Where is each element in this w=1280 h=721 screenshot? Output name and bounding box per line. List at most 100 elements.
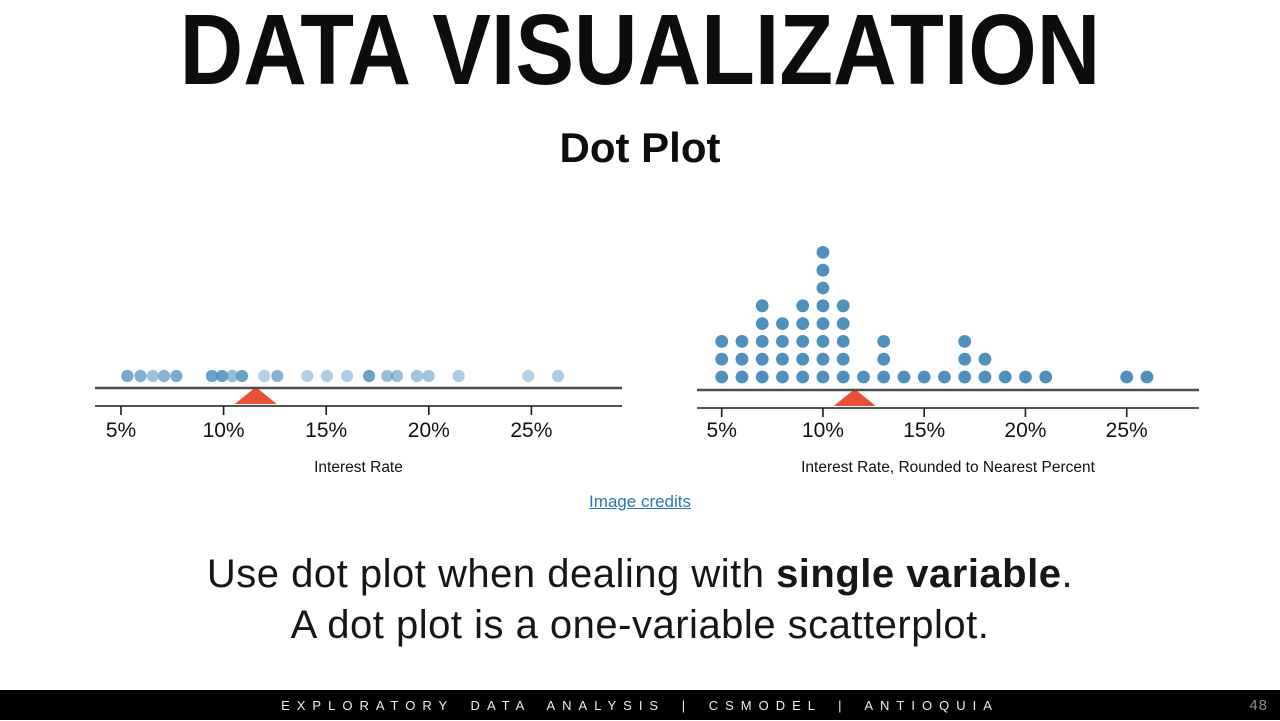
data-dot xyxy=(362,369,376,383)
data-dot xyxy=(857,370,870,384)
data-dot xyxy=(958,335,972,348)
data-dot xyxy=(877,335,891,348)
data-dot xyxy=(816,281,830,295)
x-axis-title: Interest Rate, Rounded to Nearest Percen… xyxy=(801,459,1095,476)
mean-marker-triangle xyxy=(833,389,876,406)
data-dot xyxy=(796,352,810,366)
data-dot xyxy=(796,335,810,348)
data-dot xyxy=(836,317,850,330)
data-dot xyxy=(836,299,850,313)
data-dot xyxy=(215,369,229,383)
x-tick-label: 15% xyxy=(305,419,347,442)
data-dot xyxy=(877,370,891,384)
rounded-interest-rate-dot-plot-svg: 5% 10% 15% 20% 25% Interest Rate, Rounded to … xyxy=(697,246,1199,476)
data-dot xyxy=(735,370,749,384)
interest-rate-dot-plot-svg: 5% 10% 15% 20% 25% Interest Rate xyxy=(95,369,622,476)
data-dot xyxy=(522,369,535,383)
body-text-bold-segment: single variable xyxy=(776,552,1062,596)
data-dot xyxy=(755,335,769,348)
data-dot xyxy=(958,370,972,384)
data-dot xyxy=(796,317,810,330)
data-dot xyxy=(836,370,850,384)
data-dot xyxy=(755,299,769,313)
data-dot xyxy=(816,263,830,277)
slide-subtitle: Dot Plot xyxy=(559,124,721,171)
data-dot xyxy=(958,352,972,366)
body-line-1: Use dot plot when dealing with single va… xyxy=(0,549,1280,600)
data-dot xyxy=(816,299,830,313)
data-dot xyxy=(917,370,931,384)
data-dot xyxy=(551,369,565,383)
data-dot xyxy=(938,370,951,384)
data-dot xyxy=(134,369,147,383)
data-dot xyxy=(776,352,789,366)
image-credits-link[interactable]: Image credits xyxy=(588,492,692,511)
footer-bar: EXPLORATORY DATA ANALYSIS | CSMODEL | AN… xyxy=(0,690,1280,720)
data-dot xyxy=(235,369,249,383)
x-tick-label: 20% xyxy=(408,419,450,442)
data-dot xyxy=(341,369,354,383)
data-dot xyxy=(271,369,284,383)
body-text: Use dot plot when dealing with single va… xyxy=(0,549,1280,651)
data-dot xyxy=(1039,370,1053,384)
data-dot xyxy=(816,246,830,259)
x-tick-label: 5% xyxy=(707,419,737,442)
body-text-segment: . xyxy=(1061,552,1074,596)
x-tick-label: 25% xyxy=(1106,419,1148,442)
data-dot xyxy=(170,369,183,383)
data-dot xyxy=(755,352,769,366)
mean-marker-triangle xyxy=(234,387,277,404)
data-dot xyxy=(301,369,314,383)
data-dot xyxy=(978,352,992,366)
footer-text: EXPLORATORY DATA ANALYSIS | CSMODEL | AN… xyxy=(281,698,999,713)
credits-row: Image credits xyxy=(0,492,1280,512)
x-tick-label: 15% xyxy=(903,419,945,442)
x-tick-label: 5% xyxy=(106,419,136,442)
data-dot xyxy=(998,370,1012,384)
data-dot xyxy=(978,370,992,384)
data-dot xyxy=(146,369,159,383)
data-dot xyxy=(755,370,769,384)
data-dot xyxy=(796,299,810,313)
data-dot xyxy=(452,369,465,383)
data-dot xyxy=(755,317,769,330)
data-dot xyxy=(157,369,171,383)
data-dot xyxy=(715,352,729,366)
x-tick-label: 20% xyxy=(1004,419,1046,442)
data-dot xyxy=(796,370,810,384)
data-dot xyxy=(381,369,394,383)
interest-rate-dot-plot: 5% 10% 15% 20% 25% Interest Rate xyxy=(88,230,628,480)
data-dot xyxy=(897,370,911,384)
data-dot xyxy=(715,370,729,384)
rounded-interest-rate-dot-plot: 5% 10% 15% 20% 25% Interest Rate, Rounded to … xyxy=(688,230,1208,480)
data-dot xyxy=(390,369,404,383)
data-dot xyxy=(258,369,271,383)
data-dot xyxy=(715,335,729,348)
x-tick-label: 25% xyxy=(510,419,552,442)
data-dot xyxy=(410,369,423,383)
data-dot xyxy=(205,369,219,383)
data-dot xyxy=(776,335,789,348)
x-axis-title: Interest Rate xyxy=(314,459,403,476)
data-dot xyxy=(1140,370,1154,384)
data-dot xyxy=(776,370,789,384)
data-dot xyxy=(816,335,830,348)
data-dot xyxy=(1120,370,1134,384)
data-dot xyxy=(816,317,830,330)
body-text-segment: Use dot plot when dealing with xyxy=(206,552,777,596)
data-dot xyxy=(320,369,334,383)
page-number: 48 xyxy=(1249,697,1268,714)
data-dot xyxy=(776,317,789,330)
data-dot xyxy=(226,369,239,383)
data-dot xyxy=(1019,370,1032,384)
data-dot xyxy=(422,369,435,383)
x-tick-label: 10% xyxy=(203,419,245,442)
data-dot xyxy=(836,352,850,366)
data-dot xyxy=(877,352,891,366)
slide-title: DATA VISUALIZATION xyxy=(179,0,1101,106)
data-dot xyxy=(735,335,749,348)
data-dot xyxy=(836,335,850,348)
data-dot xyxy=(735,352,749,366)
data-dot xyxy=(816,370,830,384)
data-dot xyxy=(121,369,134,383)
